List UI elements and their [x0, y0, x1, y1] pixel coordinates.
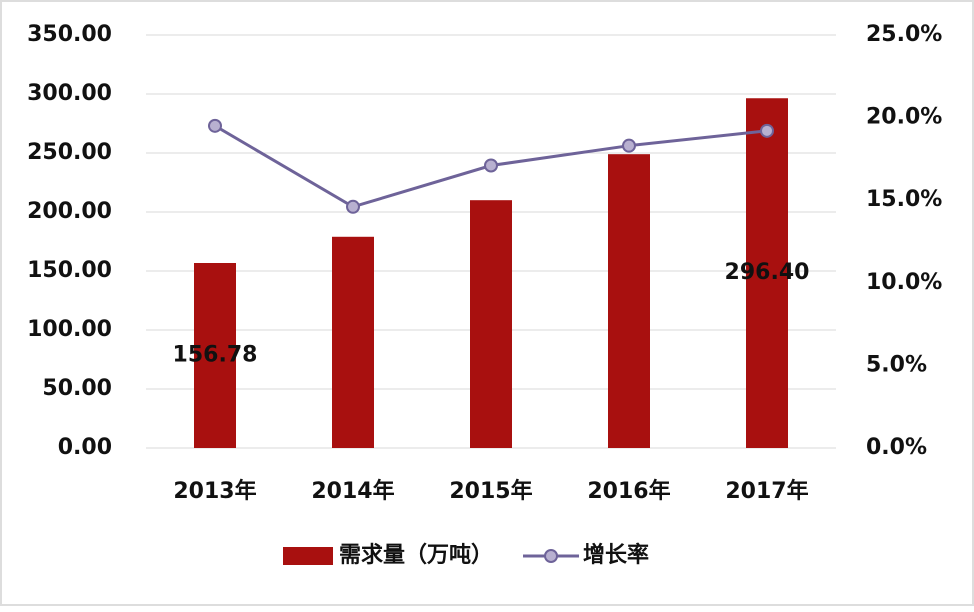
- y-tick-label: 50.00: [42, 376, 112, 401]
- y-tick-label: 200.00: [27, 199, 112, 224]
- line-marker: [760, 123, 774, 138]
- x-tick-label: 2013年: [173, 478, 256, 504]
- legend-swatch: [283, 547, 333, 565]
- y2-tick-label: 20.0%: [866, 105, 942, 130]
- line-marker: [622, 138, 636, 153]
- bar: [332, 236, 374, 448]
- y2-tick-label: 0.0%: [866, 435, 927, 460]
- y-tick-label: 250.00: [27, 140, 112, 165]
- line-marker: [484, 158, 498, 173]
- x-tick-label: 2014年: [311, 478, 394, 504]
- y2-tick-label: 15.0%: [866, 187, 942, 212]
- line-marker: [346, 199, 360, 214]
- legend-label: 需求量（万吨）: [339, 543, 493, 568]
- y-tick-label: 150.00: [27, 258, 112, 283]
- data-label: 156.78: [173, 342, 258, 367]
- line-marker: [208, 118, 222, 133]
- x-tick-label: 2015年: [449, 478, 532, 504]
- legend-marker: [544, 549, 559, 563]
- y-tick-label: 0.00: [58, 435, 112, 460]
- bar: [470, 200, 512, 448]
- bar: [608, 154, 650, 448]
- x-tick-label: 2016年: [587, 478, 670, 504]
- x-tick-label: 2017年: [725, 478, 808, 504]
- y2-tick-label: 10.0%: [866, 270, 942, 295]
- legend-label: 增长率: [583, 542, 649, 568]
- y2-tick-label: 5.0%: [866, 352, 927, 377]
- y-tick-label: 350.00: [27, 22, 112, 47]
- bar: [746, 98, 788, 449]
- y-tick-label: 300.00: [27, 81, 112, 106]
- y2-tick-label: 25.0%: [866, 22, 942, 47]
- bar: [194, 262, 236, 448]
- data-label: 296.40: [725, 260, 810, 285]
- y-tick-label: 100.00: [27, 317, 112, 342]
